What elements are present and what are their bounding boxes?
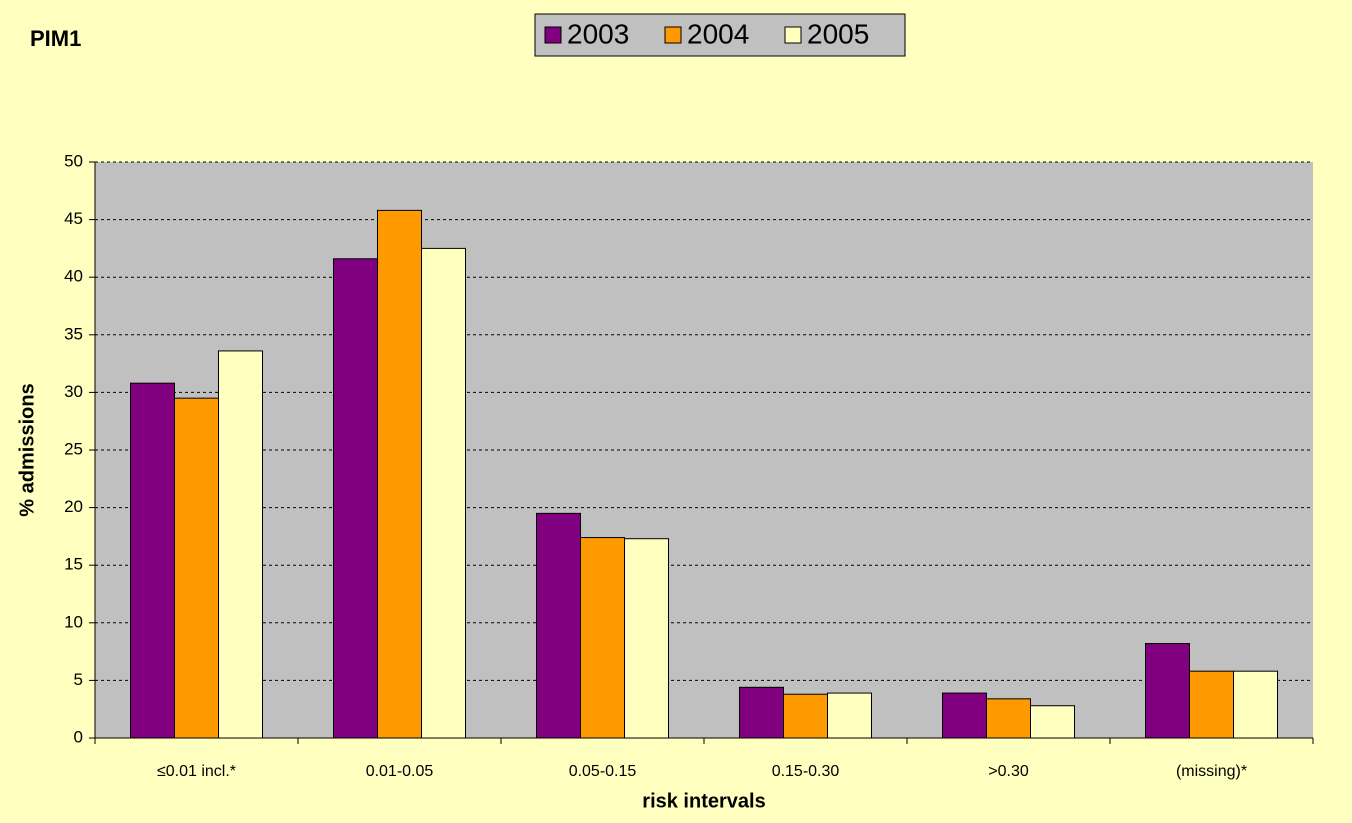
y-tick-label: 15 bbox=[64, 555, 83, 574]
legend-swatch bbox=[784, 26, 802, 44]
y-tick-label: 50 bbox=[64, 151, 83, 170]
bar bbox=[942, 692, 987, 739]
y-tick-label: 0 bbox=[74, 727, 83, 746]
bar bbox=[1145, 643, 1190, 739]
bar bbox=[377, 209, 422, 739]
x-tick-label: (missing)* bbox=[1176, 763, 1247, 780]
legend-label: 2003 bbox=[567, 18, 629, 49]
bar bbox=[580, 537, 625, 739]
legend-label: 2004 bbox=[687, 18, 749, 49]
bar bbox=[827, 692, 872, 739]
bar bbox=[174, 397, 219, 739]
y-tick-label: 25 bbox=[64, 439, 83, 458]
y-axis-label: % admissions bbox=[16, 383, 38, 516]
bar bbox=[1233, 670, 1278, 739]
y-tick-label: 35 bbox=[64, 324, 83, 343]
x-tick-label: 0.01-0.05 bbox=[366, 763, 434, 780]
bar bbox=[1030, 705, 1075, 739]
bar bbox=[986, 698, 1031, 739]
bar bbox=[739, 686, 784, 739]
bar bbox=[130, 382, 175, 739]
x-axis-label: risk intervals bbox=[642, 790, 765, 812]
bar bbox=[218, 350, 263, 739]
bar bbox=[624, 538, 669, 739]
y-tick-label: 10 bbox=[64, 612, 83, 631]
x-tick-label: 0.15-0.30 bbox=[772, 763, 840, 780]
legend-box bbox=[534, 13, 906, 57]
y-tick-label: 30 bbox=[64, 382, 83, 401]
x-tick-label: 0.05-0.15 bbox=[569, 763, 637, 780]
legend-label: 2005 bbox=[807, 18, 869, 49]
y-tick-label: 45 bbox=[64, 209, 83, 228]
bar bbox=[333, 258, 378, 739]
bar bbox=[783, 693, 828, 739]
legend-swatch bbox=[544, 26, 562, 44]
x-tick-label: ≤0.01 incl.* bbox=[157, 763, 236, 780]
bar bbox=[1189, 670, 1234, 739]
x-tick-label: >0.30 bbox=[988, 763, 1029, 780]
legend-swatch bbox=[664, 26, 682, 44]
chart-title: PIM1 bbox=[30, 26, 81, 51]
bar bbox=[421, 247, 466, 739]
y-tick-label: 20 bbox=[64, 497, 83, 516]
bar bbox=[536, 512, 581, 739]
y-tick-label: 5 bbox=[74, 670, 83, 689]
y-tick-label: 40 bbox=[64, 267, 83, 286]
